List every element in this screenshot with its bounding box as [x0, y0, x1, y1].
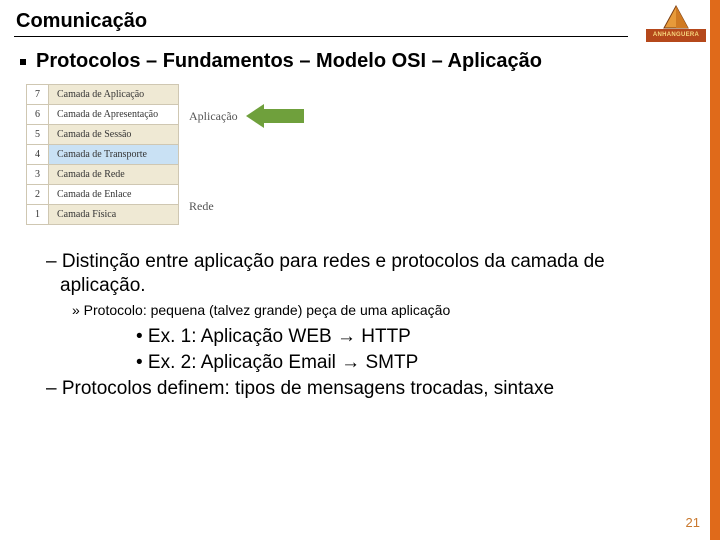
osi-layer-number: 5: [27, 125, 49, 145]
brand-logo: ANHANGUERA: [646, 6, 706, 42]
osi-layer-number: 7: [27, 85, 49, 105]
body-dash-1: – Distinção entre aplicação para redes e…: [46, 250, 686, 298]
osi-layer-number: 3: [27, 165, 49, 185]
page-title: Comunicação: [16, 10, 147, 33]
osi-layer-name: Camada de Transporte: [49, 145, 179, 165]
osi-group-app-label: Aplicação: [189, 109, 238, 124]
osi-row: 5Camada de Sessão: [27, 125, 179, 145]
osi-diagram: 7Camada de Aplicação6Camada de Apresenta…: [26, 84, 319, 234]
osi-row: 6Camada de Apresentação: [27, 105, 179, 125]
body-ex-1: • Ex. 1: Aplicação WEB → HTTP: [136, 325, 686, 349]
accent-sidebar: [710, 0, 720, 540]
osi-layer-name: Camada de Aplicação: [49, 85, 179, 105]
osi-row: 7Camada de Aplicação: [27, 85, 179, 105]
subtitle-row: Protocolos – Fundamentos – Modelo OSI – …: [20, 50, 690, 73]
title-underline: [14, 36, 628, 37]
page-number: 21: [686, 515, 700, 530]
osi-group-labels: Aplicação Rede: [189, 84, 319, 234]
body-examples: • Ex. 1: Aplicação WEB → HTTP • Ex. 2: A…: [136, 325, 686, 375]
body-content: – Distinção entre aplicação para redes e…: [46, 250, 686, 404]
osi-layer-number: 6: [27, 105, 49, 125]
osi-layer-name: Camada de Enlace: [49, 185, 179, 205]
osi-row: 4Camada de Transporte: [27, 145, 179, 165]
osi-group-net-label: Rede: [189, 199, 214, 214]
osi-layer-name: Camada de Sessão: [49, 125, 179, 145]
osi-row: 1Camada Física: [27, 205, 179, 225]
bullet-icon: [20, 59, 26, 65]
osi-layer-name: Camada de Apresentação: [49, 105, 179, 125]
osi-row: 2Camada de Enlace: [27, 185, 179, 205]
osi-layer-name: Camada de Rede: [49, 165, 179, 185]
arrow-left-icon: [246, 104, 304, 128]
osi-row: 3Camada de Rede: [27, 165, 179, 185]
osi-group-app: Aplicação: [189, 104, 304, 128]
body-ex-2: • Ex. 2: Aplicação Email → SMTP: [136, 351, 686, 375]
osi-layer-name: Camada Física: [49, 205, 179, 225]
osi-layer-number: 2: [27, 185, 49, 205]
osi-layer-number: 4: [27, 145, 49, 165]
subtitle-text: Protocolos – Fundamentos – Modelo OSI – …: [36, 50, 542, 73]
body-dash-2: – Protocolos definem: tipos de mensagens…: [46, 377, 686, 401]
brand-label: ANHANGUERA: [646, 29, 706, 42]
brand-triangle-icon: [661, 4, 691, 30]
osi-layer-number: 1: [27, 205, 49, 225]
osi-table: 7Camada de Aplicação6Camada de Apresenta…: [26, 84, 179, 225]
body-sub-protocol: » Protocolo: pequena (talvez grande) peç…: [72, 302, 686, 320]
